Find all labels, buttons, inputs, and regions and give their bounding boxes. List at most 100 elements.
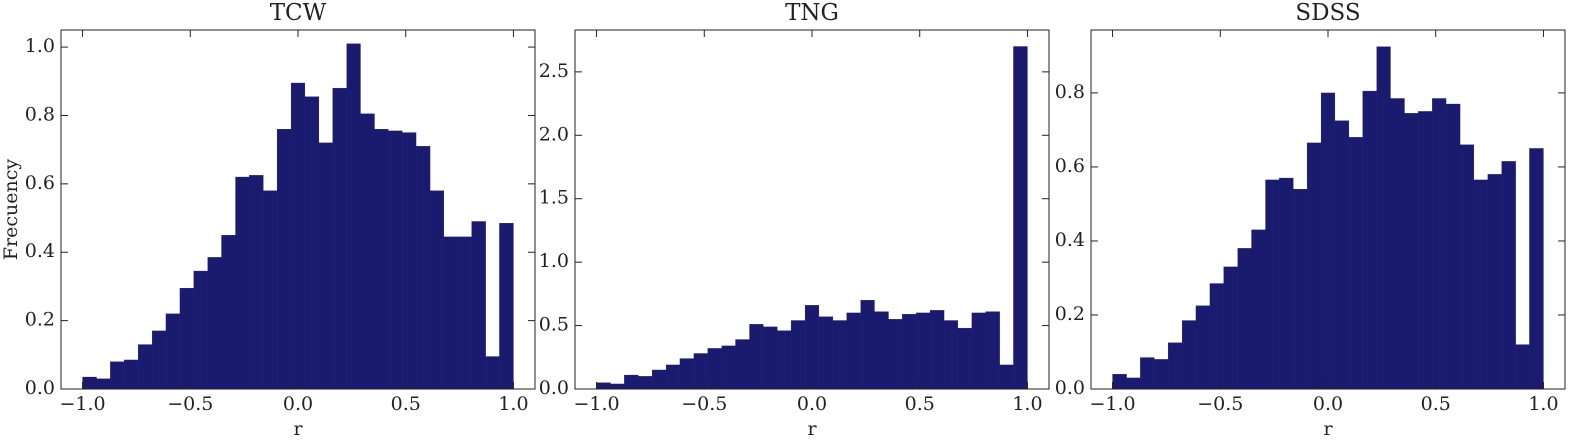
bar (276, 129, 292, 390)
bar (665, 364, 681, 390)
bar (1237, 248, 1252, 390)
bar (610, 383, 625, 390)
bar (943, 320, 959, 390)
bar (763, 326, 778, 390)
bar (402, 132, 417, 390)
x-tick-label: −1.0 (1089, 393, 1135, 415)
bar (846, 312, 861, 390)
bar (721, 345, 736, 390)
bar (1320, 92, 1336, 390)
y-tick-label: 1.0 (25, 35, 55, 57)
bar (471, 221, 486, 390)
x-tick-label: 0.5 (905, 393, 935, 415)
bar (1154, 359, 1169, 390)
bar (1376, 46, 1391, 390)
y-tick-label: 2.0 (539, 123, 569, 145)
y-tick-label: 0.0 (539, 377, 569, 399)
y-tick-label: 0.0 (25, 377, 55, 399)
bar (235, 176, 250, 390)
panel-title: TCW (270, 0, 327, 26)
bar (1334, 120, 1350, 390)
bar (304, 96, 320, 390)
bar (346, 43, 361, 390)
bar (1209, 283, 1224, 390)
x-tick-label: −0.5 (167, 393, 213, 415)
bar (137, 344, 153, 390)
bar (249, 175, 264, 390)
y-tick-label: 0.0 (1055, 377, 1085, 399)
x-tick-label: 0.0 (283, 393, 313, 415)
bar (221, 234, 236, 390)
bar (499, 223, 514, 390)
y-tick-label: 0.4 (1055, 229, 1085, 251)
panel-title: SDSS (1295, 0, 1360, 26)
bar (888, 319, 903, 390)
bar (1279, 177, 1294, 390)
bar (790, 320, 806, 390)
bar (1418, 111, 1433, 390)
y-tick-label: 2.5 (539, 60, 569, 82)
bar (679, 358, 695, 390)
bar (1293, 188, 1308, 390)
bar (916, 312, 931, 390)
bar (1501, 161, 1516, 390)
bar (263, 190, 278, 390)
bar (1529, 148, 1544, 390)
bar (1515, 344, 1530, 390)
bar (1487, 174, 1502, 390)
bar (1265, 179, 1280, 390)
bar (290, 82, 306, 390)
y-tick-label: 0.6 (1055, 155, 1085, 177)
x-axis-label: r (1323, 418, 1333, 440)
bar (1126, 377, 1141, 390)
bar (96, 378, 111, 390)
y-tick-label: 0.4 (25, 240, 55, 262)
bar (1112, 374, 1127, 390)
bar (151, 330, 167, 390)
y-tick-label: 1.0 (539, 250, 569, 272)
bar (374, 129, 389, 390)
bar (110, 361, 125, 390)
x-axis-label: r (293, 418, 303, 440)
bar (693, 353, 708, 390)
y-tick-label: 0.6 (25, 172, 55, 194)
bar (1306, 142, 1322, 390)
x-tick-label: 1.0 (1012, 393, 1042, 415)
bar (415, 146, 431, 390)
y-tick-label: 0.2 (25, 309, 55, 331)
bar (318, 142, 333, 390)
bar (1390, 98, 1405, 390)
bar (1473, 179, 1489, 390)
bar (82, 376, 97, 390)
bar (207, 257, 222, 390)
bar (957, 327, 973, 390)
bar (1459, 144, 1475, 390)
bar (971, 312, 986, 390)
bar (638, 376, 653, 390)
x-tick-label: 1.0 (498, 393, 528, 415)
bar (332, 87, 347, 390)
bar (1348, 137, 1363, 390)
bar (429, 190, 445, 390)
x-tick-label: 1.0 (1528, 393, 1558, 415)
bar (1140, 357, 1155, 390)
x-tick-label: 0.0 (1313, 393, 1343, 415)
x-tick-label: −0.5 (681, 393, 727, 415)
bar (804, 305, 820, 390)
bar (624, 374, 639, 390)
bar (165, 313, 181, 390)
bar (457, 236, 472, 390)
bar (1362, 90, 1377, 390)
bar (735, 339, 750, 390)
bar (860, 300, 875, 390)
bar (902, 314, 917, 390)
bar (179, 287, 194, 390)
x-tick-label: −1.0 (59, 393, 105, 415)
bar (360, 113, 375, 390)
bar (1195, 305, 1211, 390)
bar (929, 310, 945, 390)
bar (193, 270, 208, 390)
x-tick-label: −1.0 (573, 393, 619, 415)
bar (832, 320, 847, 390)
